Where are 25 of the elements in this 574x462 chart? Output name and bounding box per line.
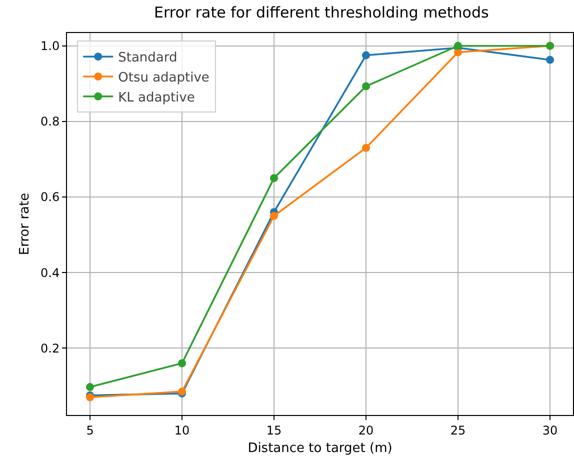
point: [270, 174, 278, 182]
x-tick-label: 20: [358, 423, 374, 438]
legend-label: Standard: [118, 50, 178, 66]
y-tick-label: 0.4: [40, 266, 60, 280]
point: [362, 82, 370, 90]
x-tick-label: 25: [450, 423, 466, 438]
y-tick-label: 0.6: [40, 190, 60, 204]
point: [86, 383, 94, 392]
y-tick-label: 0.2: [40, 341, 60, 356]
legend-label: KL adaptive: [118, 90, 195, 106]
x-tick-label: 30: [542, 423, 558, 438]
x-tick-label: 10: [174, 423, 190, 438]
point: [270, 212, 278, 220]
point: [178, 359, 186, 368]
y-tick-label: 1.0: [40, 39, 60, 54]
chart-title: Error rate for different thresholding methods: [154, 3, 490, 22]
point: [546, 56, 554, 64]
point: [362, 144, 370, 152]
point: [362, 51, 370, 60]
y-axis-title: Error rate: [17, 192, 32, 256]
x-tick-label: 5: [86, 423, 94, 438]
x-tick-label: 15: [266, 423, 282, 438]
legend-label: Otsu adaptive: [118, 70, 210, 86]
x-axis-title: Distance to target (m): [248, 441, 392, 456]
y-tick-label: 0.8: [40, 114, 60, 129]
